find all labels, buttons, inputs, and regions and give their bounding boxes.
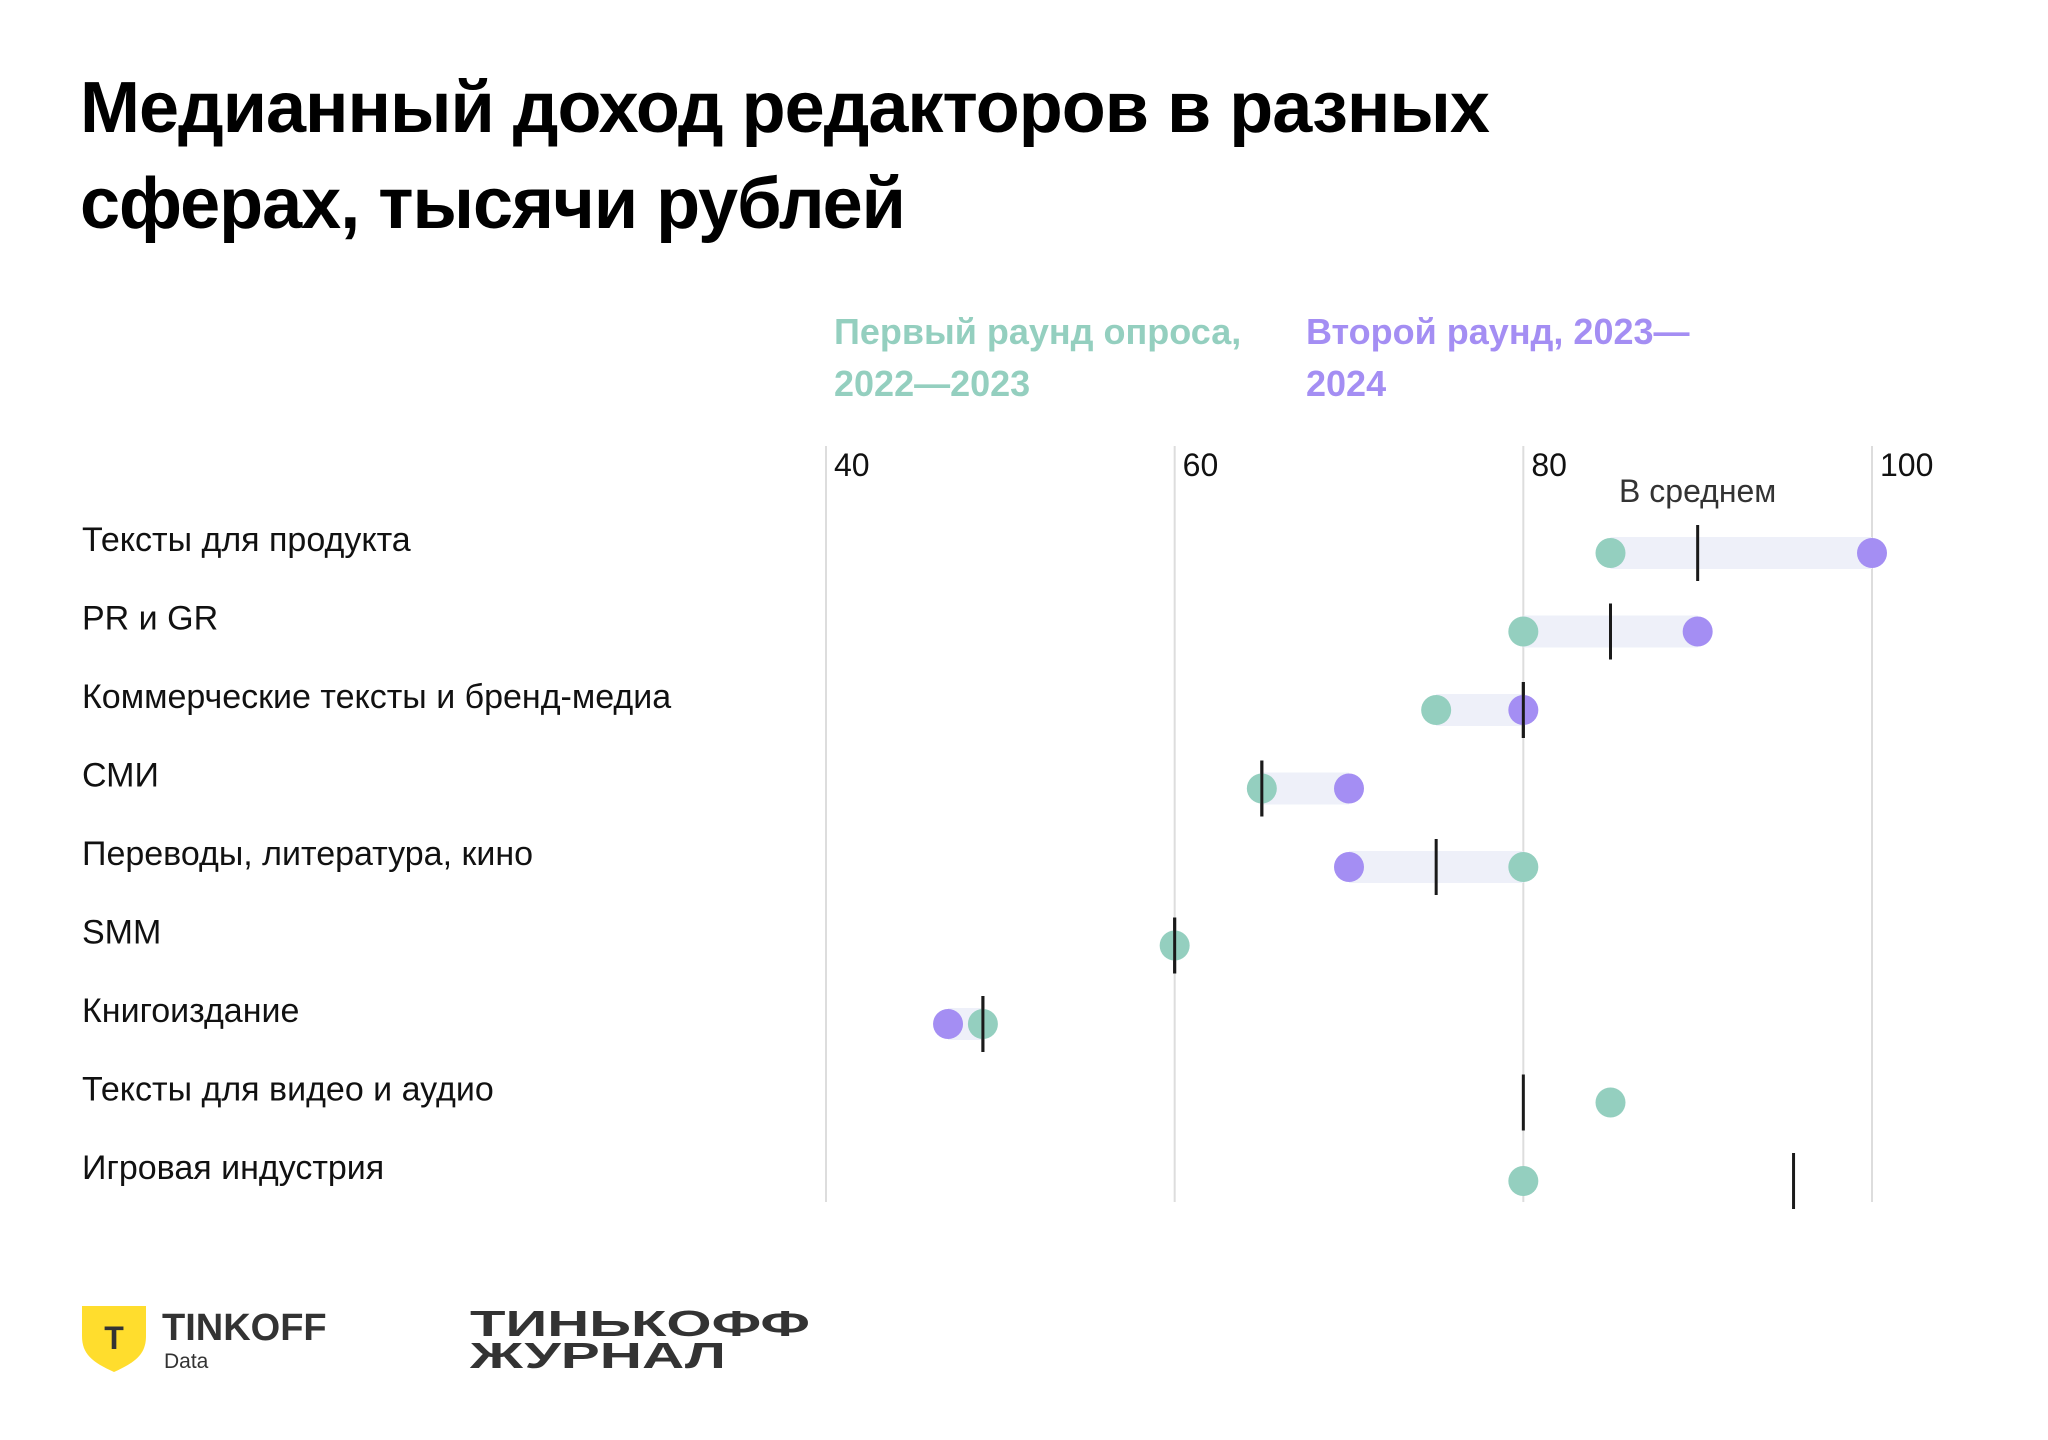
point-first-round <box>1508 1166 1539 1196</box>
category-label: Тексты для видео и аудио <box>82 1071 494 1109</box>
tinkoff-data-logo: Т TINKOFF Data <box>82 1306 327 1373</box>
tinkoff-sub: Data <box>164 1350 209 1373</box>
journal-line-2: ЖУРНАЛ <box>468 1335 726 1374</box>
category-label: Тексты для продукта <box>82 521 411 559</box>
average-annotation: В среднем <box>1619 473 1776 509</box>
shield-icon <box>82 1306 146 1372</box>
point-second-round <box>933 1009 964 1039</box>
point-second-round <box>1334 852 1364 882</box>
tinkoff-badge-letter: Т <box>104 1320 124 1356</box>
category-label: Переводы, литература, кино <box>82 835 533 873</box>
category-label: PR и GR <box>82 600 218 638</box>
category-label: Книгоиздание <box>82 992 299 1030</box>
x-tick-label-40: 40 <box>834 447 870 483</box>
chart-title: Медианный доход редакторов в разных сфер… <box>80 68 1490 244</box>
journal-line-1: ТИНЬКОФФ <box>470 1304 810 1344</box>
category-label: Коммерческие тексты и бренд-медиа <box>82 678 671 716</box>
point-second-round <box>1334 773 1364 804</box>
category-label: SMM <box>82 914 161 952</box>
point-second-round <box>1682 616 1713 647</box>
x-tick-label-80: 80 <box>1531 447 1567 483</box>
tinkoff-journal-logo: ТИНЬКОФФ ЖУРНАЛ <box>468 1304 810 1374</box>
tinkoff-name: TINKOFF <box>162 1307 327 1349</box>
point-first-round <box>1508 616 1539 647</box>
legend-first-round: Первый раунд опроса, 2022—2023 <box>834 311 1242 404</box>
legend-second-round: Второй раунд, 2023—2024 <box>1306 311 1690 404</box>
range-band <box>1610 537 1872 569</box>
point-first-round <box>1421 695 1452 725</box>
x-tick-label-60: 60 <box>1183 447 1219 483</box>
category-label: СМИ <box>82 757 159 795</box>
category-label: Игровая индустрия <box>82 1149 384 1187</box>
x-tick-label-100: 100 <box>1880 447 1933 483</box>
point-first-round <box>1508 852 1539 882</box>
point-first-round <box>1595 1087 1626 1118</box>
point-second-round <box>1857 538 1887 568</box>
point-first-round <box>1595 538 1626 568</box>
